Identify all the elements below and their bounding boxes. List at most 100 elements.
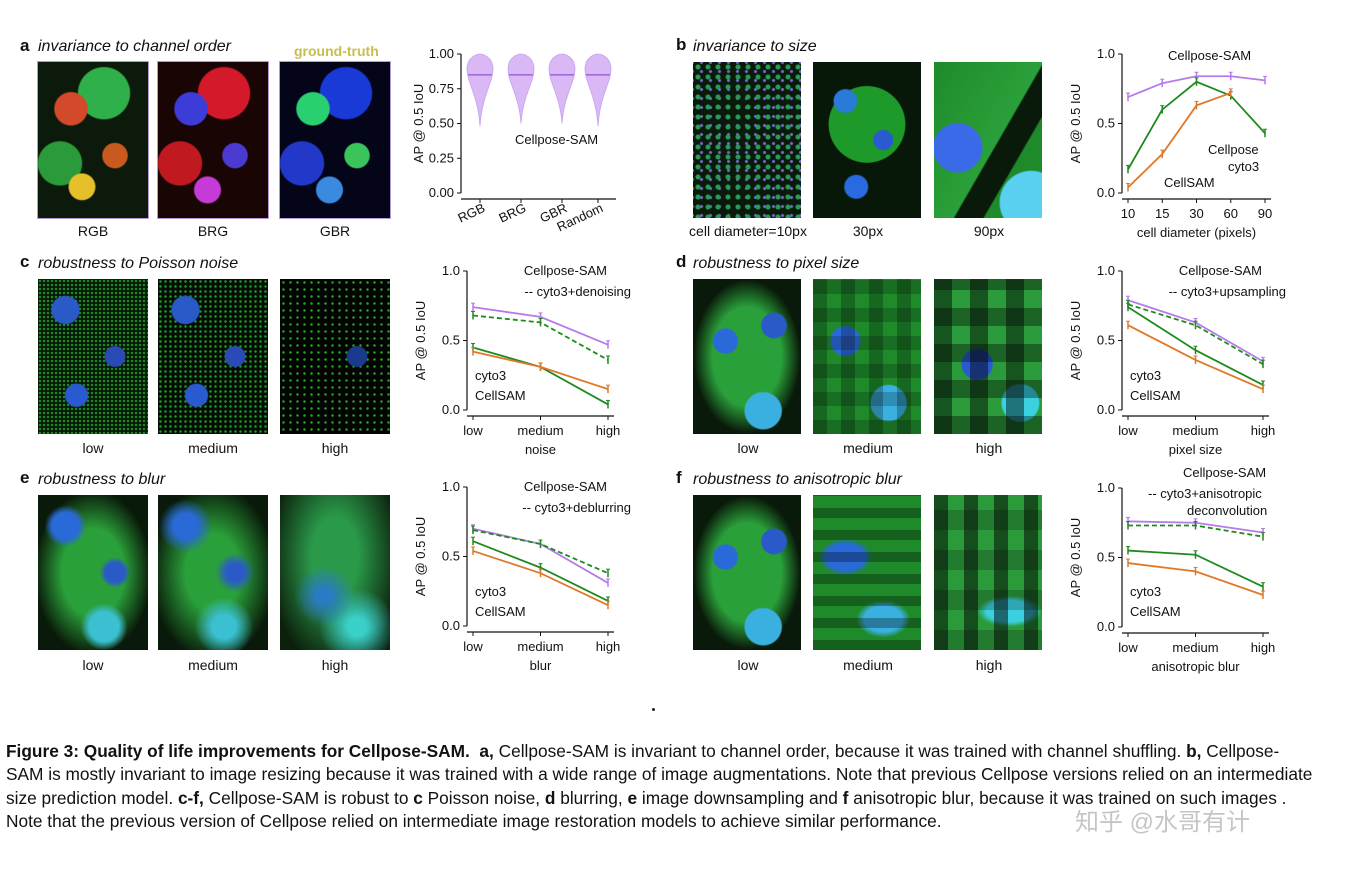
pixel-label-low: low (737, 440, 759, 456)
caption-d-text: blurring, (555, 787, 628, 808)
violin-GBR (548, 53, 576, 124)
y-tick-label: 0.5 (1097, 116, 1115, 131)
brg-image (157, 61, 269, 219)
noise-label-high: high (321, 440, 349, 456)
y-tick-label: 0.5 (442, 549, 460, 564)
caption-c: c (413, 787, 423, 808)
legend-cyto3-restore: -- cyto3+upsampling (1169, 284, 1286, 299)
panel-title-c: robustness to Poisson noise (38, 255, 239, 272)
y-tick-label: 1.0 (442, 479, 460, 494)
legend-cellposesam: Cellpose-SAM (524, 263, 607, 278)
legend-cellposesam: Cellpose-SAM (1183, 465, 1266, 480)
x-tick-label: high (596, 639, 621, 654)
image-label-90px: 90px (973, 223, 1005, 239)
panel-title-f: robustness to anisotropic blur (693, 471, 902, 488)
aniso-low-image (693, 495, 801, 650)
x-axis-label: anisotropic blur (1151, 659, 1240, 674)
x-tick-label: 90 (1258, 206, 1272, 221)
y-tick-label: 1.0 (1097, 263, 1115, 278)
series-line-cyto3-dashed (1127, 303, 1264, 365)
blur-label-high: high (321, 657, 349, 673)
panel-letter-c: c (20, 252, 30, 271)
legend-cellposesam: Cellpose-SAM (524, 479, 607, 494)
legend-cellsam: CellSAM (475, 388, 526, 403)
panel-letter-d: d (676, 252, 687, 271)
y-tick-label: 1.0 (442, 263, 460, 278)
image-30px (813, 62, 921, 218)
blur-label-medium: medium (188, 657, 238, 673)
caption-a-text: Cellpose-SAM is invariant to channel ord… (493, 741, 1187, 761)
figure-caption: Figure 3: Quality of life improvements f… (6, 740, 1316, 834)
caption-b: b, (1186, 741, 1202, 761)
panel-title-a: invariance to channel order (38, 38, 232, 55)
y-axis-label: AP @ 0.5 IoU (1068, 518, 1083, 597)
blur-high-image (280, 495, 390, 650)
legend-cellsam: CellSAM (1130, 388, 1181, 403)
legend-cyto3-restore: -- cyto3+deblurring (522, 500, 631, 515)
y-tick-label: 0.0 (1097, 402, 1115, 417)
gbr-image (279, 61, 391, 219)
legend-cellsam: CellSAM (1130, 604, 1181, 619)
rgb-image (37, 61, 149, 219)
y-tick-label: 0.0 (442, 402, 460, 417)
caption-cf: c-f, (177, 787, 204, 808)
legend-cellposesam: Cellpose-SAM (515, 132, 598, 147)
x-tick-label: low (463, 639, 483, 654)
x-tick-label: low (1118, 640, 1138, 655)
series-line-cellsam (1127, 92, 1232, 189)
pixel-label-high: high (975, 440, 1003, 456)
y-axis-label: AP @ 0.5 IoU (1068, 84, 1083, 163)
y-tick-label: 1.0 (1097, 46, 1115, 61)
x-tick-label: medium (1172, 423, 1218, 438)
y-tick-label: 0.5 (442, 333, 460, 348)
x-tick-label: RGB (455, 200, 487, 226)
x-tick-label: high (1251, 640, 1276, 655)
x-axis-label: cell diameter (pixels) (1137, 225, 1256, 240)
y-axis-label: AP @ 0.5 IoU (1068, 301, 1083, 380)
chart-d: 0.0 0.5 1.0 AP @ 0.5 IoU low medium high pixel … (1068, 263, 1286, 457)
noise-label-medium: medium (188, 440, 238, 456)
blur-low-image (38, 495, 148, 650)
y-axis-label: AP @ 0.5 IoU (411, 84, 426, 163)
violin-BRG (507, 53, 535, 124)
x-tick-label: 15 (1155, 206, 1169, 221)
image-label-brg: BRG (197, 223, 229, 239)
noise-label-low: low (82, 440, 104, 456)
ground-truth-label: ground-truth (294, 43, 379, 59)
legend-cellsam: CellSAM (1164, 175, 1215, 190)
caption-c-text: Poisson noise, (422, 787, 545, 808)
x-tick-label: medium (517, 423, 563, 438)
panel-title-b: invariance to size (693, 38, 817, 55)
watermark-text: 知乎 @水哥有计 (1075, 809, 1251, 836)
chart-c: 0.0 0.5 1.0 AP @ 0.5 IoU low medium high noise C… (413, 263, 631, 457)
x-tick-label: BRG (496, 200, 528, 226)
legend-cellposesam: Cellpose-SAM (1179, 263, 1262, 278)
noise-medium-image (158, 279, 268, 434)
y-tick-label: 1.00 (429, 46, 454, 61)
caption-cf-text: Cellpose-SAM is robust to (203, 787, 414, 808)
blur-medium-image (158, 495, 268, 650)
y-axis-label: AP @ 0.5 IoU (413, 301, 428, 380)
y-tick-label: 0.00 (429, 185, 454, 200)
x-axis-label: pixel size (1169, 442, 1222, 457)
caption-a: a, (479, 741, 494, 761)
image-10px (693, 62, 801, 218)
noise-high-image (280, 279, 390, 434)
legend-cyto3: cyto3 (1228, 159, 1259, 174)
image-label-30px: 30px (852, 223, 884, 239)
y-tick-label: 0.0 (1097, 619, 1115, 634)
x-tick-label: high (1251, 423, 1276, 438)
legend-cyto3: cyto3 (1130, 584, 1161, 599)
aniso-label-high: high (975, 657, 1003, 673)
stray-dot (652, 708, 655, 711)
panel-title-d: robustness to pixel size (693, 255, 860, 272)
caption-head: Figure 3: Quality of life improvements f… (6, 741, 470, 761)
y-tick-label: 0.0 (442, 618, 460, 633)
aniso-label-medium: medium (843, 657, 893, 673)
legend-cyto3: cyto3 (475, 584, 506, 599)
y-tick-label: 0.75 (429, 81, 454, 96)
x-tick-label: high (596, 423, 621, 438)
y-tick-label: 0.5 (1097, 550, 1115, 565)
caption-e: e (627, 787, 638, 808)
